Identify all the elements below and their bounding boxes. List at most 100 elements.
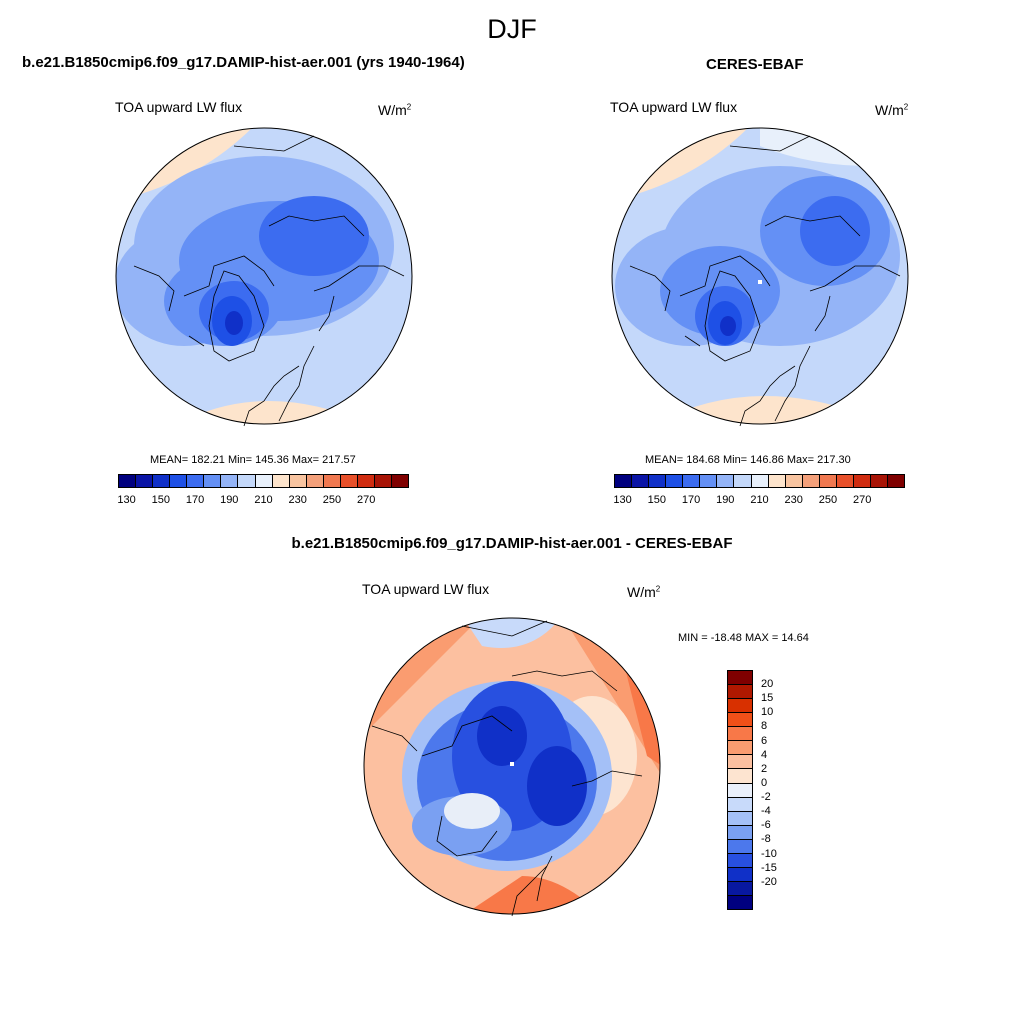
colorbar-cell — [632, 475, 650, 487]
colorbar-cell — [272, 475, 290, 487]
colorbar-tick-label: -20 — [761, 875, 777, 888]
colorbar-tick-label: 270 — [357, 494, 376, 506]
colorbar-cell — [340, 475, 358, 487]
colorbar-cell — [728, 741, 752, 756]
diff-variable-label: TOA upward LW flux — [362, 581, 490, 597]
colorbar-cell — [289, 475, 307, 487]
colorbar-cell — [357, 475, 375, 487]
colorbar-cell — [187, 475, 205, 487]
model-colorbar-ticks: 130 150 170 190 210 230 250 270 — [117, 494, 409, 508]
colorbar-tick-label: 250 — [322, 494, 342, 506]
obs-colorbar — [614, 474, 905, 488]
obs-panel-title: CERES-EBAF — [706, 56, 804, 73]
colorbar-cell — [306, 475, 324, 487]
colorbar-cell — [221, 475, 239, 487]
colorbar-cell — [717, 475, 735, 487]
colorbar-cell — [802, 475, 820, 487]
diff-polar-map — [363, 617, 661, 917]
colorbar-cell — [728, 825, 752, 840]
colorbar-tick-label: 190 — [716, 494, 735, 506]
colorbar-tick-label: -4 — [761, 805, 771, 818]
colorbar-cell — [728, 699, 752, 714]
colorbar-tick-label: 20 — [761, 678, 774, 691]
colorbar-tick-label: 130 — [613, 494, 632, 506]
colorbar-cell — [768, 475, 786, 487]
colorbar-cell — [119, 475, 137, 487]
colorbar-tick-label: 190 — [220, 494, 239, 506]
colorbar-tick-label: 210 — [254, 494, 273, 506]
colorbar-tick-label: -8 — [761, 833, 771, 846]
colorbar-tick-label: 210 — [750, 494, 769, 506]
colorbar-cell — [728, 783, 752, 798]
colorbar-tick-label: 150 — [151, 494, 170, 506]
colorbar-cell — [728, 896, 752, 910]
diff-colorbar — [727, 670, 753, 910]
colorbar-cell — [728, 755, 752, 770]
colorbar-cell — [700, 475, 718, 487]
colorbar-tick-label: 8 — [761, 720, 768, 733]
colorbar-cell — [734, 475, 752, 487]
colorbar-cell — [728, 867, 752, 882]
colorbar-tick-label: -15 — [761, 861, 777, 874]
colorbar-tick-label: -6 — [761, 819, 771, 832]
colorbar-cell — [153, 475, 171, 487]
obs-stats: MEAN= 184.68 Min= 146.86 Max= 217.30 — [645, 454, 851, 466]
colorbar-cell — [728, 853, 752, 868]
colorbar-cell — [374, 475, 392, 487]
colorbar-cell — [238, 475, 256, 487]
colorbar-tick-label: 270 — [853, 494, 872, 506]
colorbar-cell — [683, 475, 701, 487]
colorbar-tick-label: 0 — [761, 776, 768, 789]
colorbar-tick-label: -10 — [761, 847, 777, 860]
colorbar-cell — [649, 475, 667, 487]
colorbar-tick-label: 6 — [761, 734, 768, 747]
obs-units-label: W/m2 — [875, 102, 909, 118]
colorbar-tick-label: -2 — [761, 791, 771, 804]
colorbar-tick-label: 4 — [761, 748, 768, 761]
colorbar-tick-label: 170 — [185, 494, 205, 506]
colorbar-tick-label: 15 — [761, 692, 774, 705]
model-polar-map — [115, 127, 413, 427]
colorbar-cell — [170, 475, 188, 487]
colorbar-cell — [785, 475, 803, 487]
colorbar-cell — [853, 475, 871, 487]
model-units-label: W/m2 — [378, 102, 412, 118]
colorbar-tick-label: 250 — [818, 494, 838, 506]
colorbar-cell — [728, 727, 752, 742]
colorbar-cell — [136, 475, 154, 487]
colorbar-cell — [836, 475, 854, 487]
colorbar-cell — [728, 881, 752, 896]
colorbar-cell — [728, 811, 752, 826]
model-panel-title: b.e21.B1850cmip6.f09_g17.DAMIP-hist-aer.… — [22, 54, 465, 71]
obs-colorbar-ticks: 130 150 170 190 210 230 250 270 — [613, 494, 905, 508]
obs-variable-label: TOA upward LW flux — [610, 99, 738, 115]
colorbar-cell — [728, 769, 752, 784]
colorbar-tick-label: 150 — [647, 494, 666, 506]
diff-colorbar-ticks: 20 15 10 8 6 4 2 0 -2 -4 -6 -8 -10 -15 -20 — [761, 670, 801, 910]
colorbar-cell — [728, 685, 752, 700]
colorbar-tick-label: 10 — [761, 706, 774, 719]
colorbar-tick-label: 230 — [288, 494, 307, 506]
colorbar-cell — [870, 475, 888, 487]
colorbar-tick-label: 2 — [761, 762, 768, 775]
model-stats: MEAN= 182.21 Min= 145.36 Max= 217.57 — [150, 454, 356, 466]
colorbar-cell — [888, 475, 905, 487]
colorbar-tick-label: 130 — [117, 494, 136, 506]
colorbar-tick-label: 230 — [784, 494, 803, 506]
figure-title: DJF — [487, 14, 537, 44]
colorbar-cell — [255, 475, 273, 487]
colorbar-cell — [751, 475, 769, 487]
diff-stats: MIN = -18.48 MAX = 14.64 — [678, 632, 809, 644]
colorbar-tick-label: 170 — [681, 494, 701, 506]
colorbar-cell — [392, 475, 409, 487]
colorbar-cell — [615, 475, 633, 487]
colorbar-cell — [204, 475, 222, 487]
diff-panel-title: b.e21.B1850cmip6.f09_g17.DAMIP-hist-aer.… — [291, 535, 733, 552]
colorbar-cell — [819, 475, 837, 487]
colorbar-cell — [728, 713, 752, 728]
colorbar-cell — [728, 797, 752, 812]
diff-units-label: W/m2 — [627, 584, 661, 600]
colorbar-cell — [323, 475, 341, 487]
colorbar-cell — [728, 671, 752, 686]
obs-polar-map — [611, 127, 909, 427]
